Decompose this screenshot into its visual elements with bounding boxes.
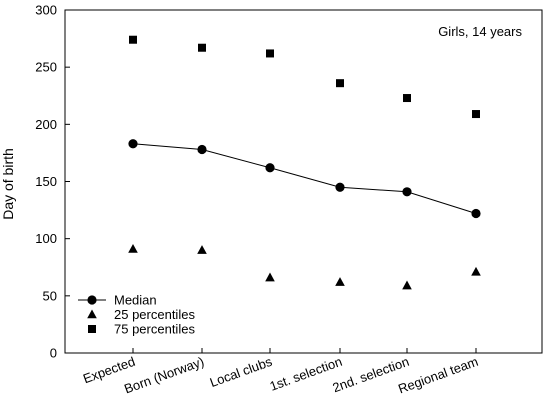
y-axis: 0 50 100 150 200 250 300 bbox=[35, 3, 70, 361]
series-square bbox=[129, 35, 480, 119]
legend-item: 25 percentiles bbox=[87, 307, 195, 322]
x-tick-label: Regional team bbox=[396, 354, 480, 397]
y-tick-label: 100 bbox=[35, 231, 57, 246]
data-point-triangle bbox=[265, 272, 275, 282]
x-tick-label: Local clubs bbox=[208, 354, 275, 391]
data-point-triangle bbox=[128, 243, 138, 253]
y-tick-label: 50 bbox=[43, 288, 57, 303]
data-point-triangle bbox=[335, 277, 345, 286]
legend-item: Median bbox=[78, 293, 157, 308]
legend-marker bbox=[88, 325, 96, 333]
x-tick-label: Born (Norway) bbox=[122, 354, 206, 397]
y-axis-title: Day of birth bbox=[0, 148, 16, 220]
data-point-square bbox=[472, 110, 480, 119]
data-point-square bbox=[403, 94, 411, 103]
data-point-circle bbox=[197, 144, 207, 155]
series-circle bbox=[128, 139, 481, 219]
data-point-square bbox=[129, 35, 137, 44]
data-point-circle bbox=[471, 208, 481, 219]
legend-marker bbox=[87, 295, 97, 305]
data-point-circle bbox=[128, 139, 138, 149]
data-point-square bbox=[336, 79, 344, 88]
y-tick-label: 150 bbox=[35, 174, 57, 189]
chart-annotation: Girls, 14 years bbox=[438, 24, 522, 39]
data-point-triangle bbox=[471, 266, 481, 276]
legend-item: 75 percentiles bbox=[88, 322, 195, 337]
legend-label: Median bbox=[114, 293, 157, 308]
series-line bbox=[132, 143, 477, 214]
y-tick-label: 300 bbox=[35, 3, 57, 18]
y-tick-label: 250 bbox=[35, 60, 57, 75]
data-point-circle bbox=[335, 182, 345, 192]
data-point-circle bbox=[402, 187, 412, 197]
y-tick-label: 200 bbox=[35, 117, 57, 132]
data-point-triangle bbox=[197, 245, 207, 254]
data-point-square bbox=[198, 43, 206, 52]
legend-label: 75 percentiles bbox=[114, 322, 195, 337]
series-triangle bbox=[128, 243, 481, 290]
data-point-triangle bbox=[402, 280, 412, 290]
data-point-square bbox=[266, 49, 274, 58]
legend-label: 25 percentiles bbox=[114, 307, 195, 322]
y-tick-label: 0 bbox=[50, 346, 57, 361]
data-point-circle bbox=[265, 163, 275, 173]
series-layer bbox=[128, 35, 481, 290]
legend-marker bbox=[87, 309, 97, 319]
